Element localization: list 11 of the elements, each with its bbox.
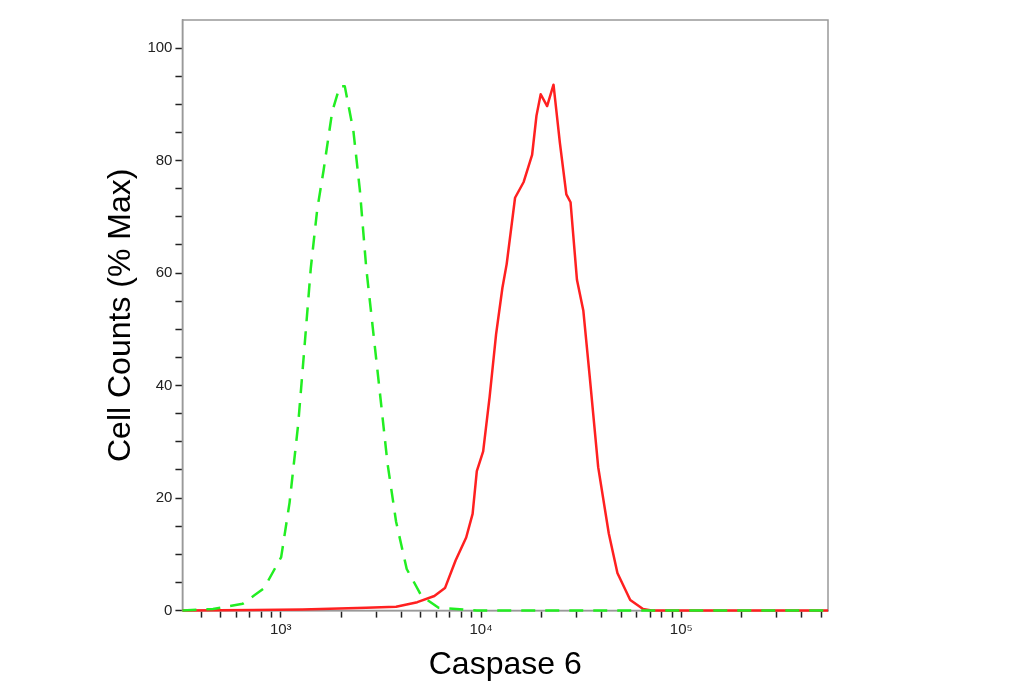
y-tick-label: 80: [155, 150, 173, 168]
y-tick-label: 0: [164, 600, 173, 618]
y-tick-label: 40: [155, 375, 173, 393]
y-tick-label: 100: [147, 38, 173, 56]
x-tick-label: 10⁴: [469, 619, 493, 637]
x-axis-title: Caspase 6: [428, 644, 582, 681]
y-axis-title: Cell Counts (% Max): [101, 168, 138, 462]
x-tick-label: 10³: [269, 619, 292, 637]
y-tick-label: 20: [155, 488, 173, 506]
y-tick-label: 60: [155, 263, 173, 281]
x-tick-label: 10⁵: [669, 619, 693, 637]
